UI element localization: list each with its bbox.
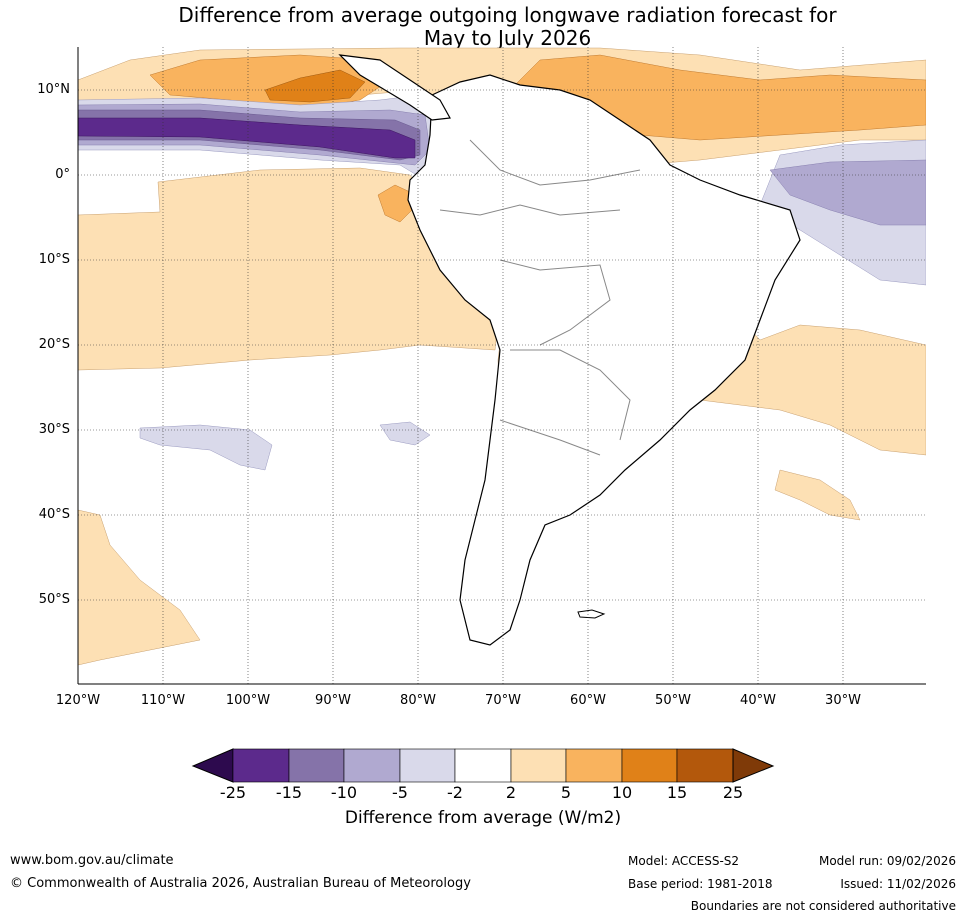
lat-label: 20°S [38,337,70,352]
anomaly-region-south-atlantic-east [774,469,861,521]
lon-label: 100°W [225,693,271,708]
anomaly-map [77,47,926,685]
graticule [78,47,926,684]
south-america-outline [407,74,801,646]
disclaimer-text: Boundaries are not considered authoritat… [690,899,956,913]
anomaly-region-south-pacific-high-lat [78,509,201,666]
chart-title: Difference from average outgoing longwav… [0,4,965,50]
lon-label: 30°W [825,693,861,708]
lat-label: 0° [55,167,70,182]
central-america-outline [338,54,451,121]
lat-label: 40°S [38,507,70,522]
lon-label: 80°W [400,693,436,708]
base-period-text: Base period: 1981-2018 [628,877,773,891]
website-link[interactable]: www.bom.gov.au/climate [10,853,174,868]
colorbar-tick: -25 [219,783,247,802]
colorbar-segment [510,748,567,783]
lat-label: 10°S [38,252,70,267]
colorbar-tick: -15 [275,783,303,802]
colorbar-tick: 5 [560,783,572,802]
colorbar-tick: 10 [611,783,633,802]
colorbar-segment [454,748,512,783]
colorbar-max-arrow [732,748,775,783]
country-borders [439,139,641,456]
colorbar-segment [232,748,290,783]
colorbar-segment [399,748,456,783]
title-line-2: May to July 2026 [423,26,592,50]
colorbar-tick: 25 [722,783,744,802]
lon-label: 40°W [740,693,776,708]
anomaly-region-tropical-atlantic-mid [769,159,926,226]
colorbar-tick: 2 [505,783,517,802]
anomaly-fields [78,47,926,666]
model-text: Model: ACCESS-S2 [628,854,740,868]
colorbar-segment [565,748,623,783]
colorbar-tick: -2 [447,783,463,802]
lon-label: 120°W [55,693,101,708]
anomaly-region-chile-purple [379,421,431,446]
lon-label: 110°W [140,693,186,708]
lat-label: 30°S [38,422,70,437]
anomaly-region-itcz-dark-purple [78,117,416,159]
lon-label: 50°W [655,693,691,708]
colorbar-segment [676,748,734,783]
colorbar-label: Difference from average (W/m2) [344,808,622,828]
falklands-outline [577,609,606,619]
lat-label: 10°N [37,82,70,97]
colorbar-segment [621,748,678,783]
colorbar-tick: -5 [392,783,408,802]
lat-label: 50°S [38,592,70,607]
model-run-text: Model run: 09/02/2026 [818,854,956,868]
lon-label: 70°W [485,693,521,708]
colorbar-tick: -10 [330,783,358,802]
copyright-text: © Commonwealth of Australia 2026, Austra… [10,876,471,891]
colorbar-min-arrow [191,748,234,783]
issued-text: Issued: 11/02/2026 [840,877,956,891]
colorbar-segment [288,748,345,783]
anomaly-region-south-pacific-purple [139,424,273,471]
lon-label: 90°W [315,693,351,708]
title-line-1: Difference from average outgoing longwav… [178,3,837,27]
colorbar-tick: 15 [666,783,688,802]
lon-label: 60°W [570,693,606,708]
colorbar-segment [343,748,401,783]
